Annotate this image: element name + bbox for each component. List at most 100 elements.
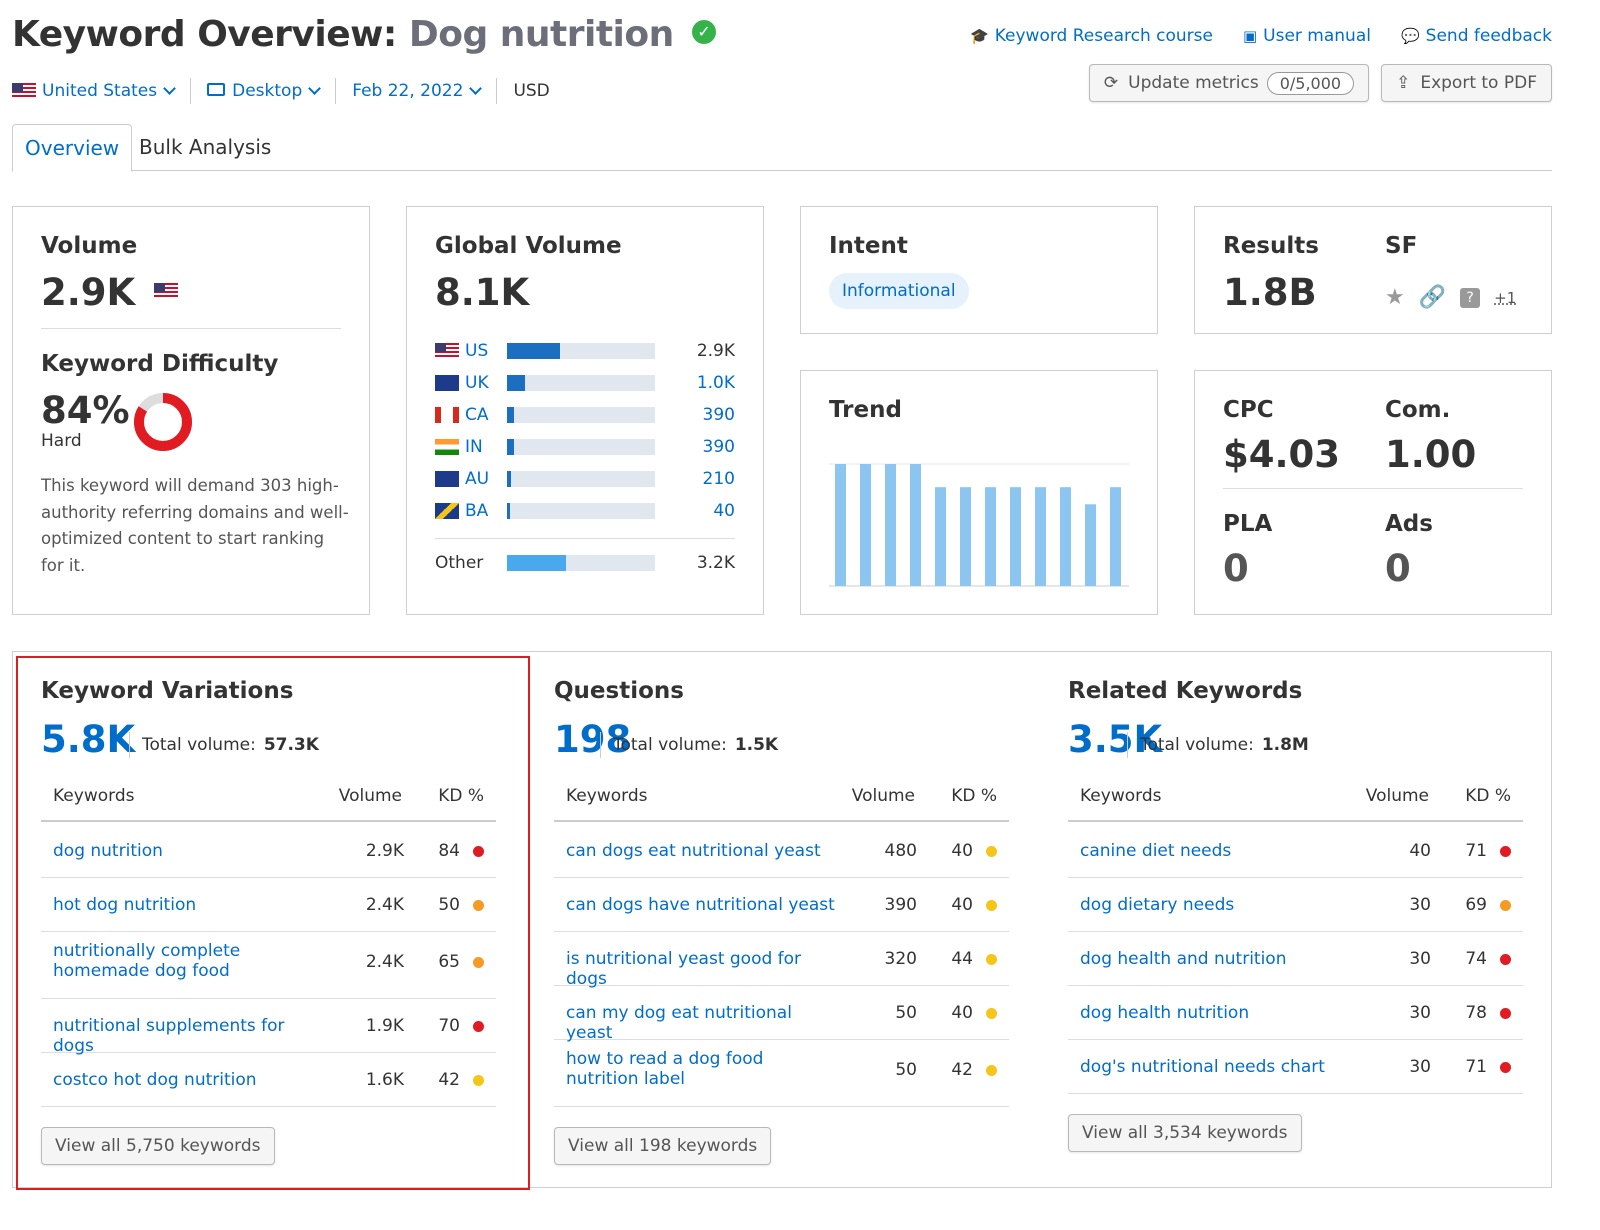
col-kd[interactable]: KD % <box>1465 786 1511 806</box>
country-selector[interactable]: United States <box>12 78 192 104</box>
section-total: Total volume: 57.3K <box>129 732 319 758</box>
country-label: United States <box>42 81 158 101</box>
country-row-au[interactable]: AU 210 <box>435 469 735 489</box>
keyword-link[interactable]: can dogs have nutritional yeast <box>566 895 835 915</box>
update-count-badge: 0/5,000 <box>1266 71 1355 95</box>
col-volume[interactable]: Volume <box>1365 786 1429 806</box>
us-flag-icon <box>435 343 459 359</box>
trend-bar[interactable] <box>935 487 946 586</box>
keyword-link[interactable]: dog's nutritional needs chart <box>1080 1057 1325 1077</box>
keyword-link[interactable]: hot dog nutrition <box>53 895 197 915</box>
trend-bar[interactable] <box>1035 487 1046 586</box>
trend-bar[interactable] <box>1060 487 1071 586</box>
send-feedback-link[interactable]: 💬 Send feedback <box>1401 26 1552 46</box>
section-title: Keyword Variations <box>41 678 294 704</box>
country-row-ba[interactable]: BA 40 <box>435 501 735 521</box>
trend-bar[interactable] <box>1085 504 1096 586</box>
volume-bar-fill <box>507 439 515 455</box>
keyword-link[interactable]: nutritionally complete homemade dog food <box>53 941 241 981</box>
kd-dot <box>473 1075 484 1086</box>
keyword-research-course-link[interactable]: 🎓 Keyword Research course <box>970 26 1213 46</box>
country-row-ca[interactable]: CA 390 <box>435 405 735 425</box>
col-kd[interactable]: KD % <box>438 786 484 806</box>
trend-bar[interactable] <box>885 464 896 586</box>
keyword-link[interactable]: nutritional supplements for dogs <box>53 1016 285 1056</box>
link-icon[interactable]: 🔗 <box>1418 285 1447 310</box>
keyword-kd: 70 <box>438 1016 460 1036</box>
cpc-value: $4.03 <box>1223 433 1341 476</box>
section-count[interactable]: 198 <box>554 718 632 761</box>
results-title: Results <box>1223 233 1319 259</box>
total-value: 1.8M <box>1261 735 1309 755</box>
keyword-volume: 30 <box>1409 1003 1431 1023</box>
country-row-uk[interactable]: UK 1.0K <box>435 373 735 393</box>
country-code-text: IN <box>465 437 483 457</box>
table-row: costco hot dog nutrition 1.6K 42 <box>41 1053 496 1107</box>
view-all-button[interactable]: View all 198 keywords <box>554 1127 772 1165</box>
question-icon[interactable]: ? <box>1460 287 1481 308</box>
keyword-volume: 1.6K <box>365 1070 404 1090</box>
trend-bar[interactable] <box>835 464 846 586</box>
keyword-link[interactable]: is nutritional yeast good for dogs <box>566 949 802 989</box>
keyword-link[interactable]: how to read a dog food nutrition label <box>566 1049 764 1089</box>
speech-bubble-icon: 💬 <box>1400 27 1420 45</box>
section-keyword-variations: Keyword Variations 5.8K Total volume: 57.3K… <box>13 652 496 1192</box>
device-selector[interactable]: Desktop <box>207 78 337 104</box>
keyword-link[interactable]: costco hot dog nutrition <box>53 1070 257 1090</box>
sf-more[interactable]: +1 <box>1494 288 1517 307</box>
total-value: 57.3K <box>263 735 319 755</box>
date-selector[interactable]: Feb 22, 2022 <box>352 78 498 104</box>
keyword-volume: 320 <box>884 949 917 969</box>
total-value: 1.5K <box>734 735 779 755</box>
star-icon[interactable]: ★ <box>1385 285 1405 310</box>
keyword-kd: 71 <box>1465 841 1487 861</box>
country-row-in[interactable]: IN 390 <box>435 437 735 457</box>
kd-donut-arc <box>134 393 192 451</box>
keyword-link[interactable]: canine diet needs <box>1080 841 1232 861</box>
view-all-button[interactable]: View all 5,750 keywords <box>41 1127 275 1165</box>
kd-dot <box>1500 1062 1511 1073</box>
keyword-link[interactable]: dog health nutrition <box>1080 1003 1250 1023</box>
col-volume[interactable]: Volume <box>851 786 915 806</box>
country-code: UK <box>435 373 507 393</box>
volume-bar-fill <box>507 407 515 423</box>
chevron-down-icon <box>469 81 483 95</box>
trend-bar[interactable] <box>960 487 971 586</box>
keyword-link[interactable]: can my dog eat nutritional yeast <box>566 1003 792 1043</box>
country-row-us[interactable]: US 2.9K <box>435 341 735 361</box>
user-manual-link[interactable]: ▣ User manual <box>1243 26 1371 46</box>
results-card: Results 1.8B SF ★ 🔗 ? +1 <box>1194 206 1552 334</box>
country-row-other: Other 3.2K <box>435 553 735 573</box>
uk-flag-icon <box>435 375 459 391</box>
trend-bar[interactable] <box>1110 487 1121 586</box>
volume-bar <box>507 343 655 359</box>
section-count[interactable]: 3.5K <box>1068 718 1163 761</box>
keyword-link[interactable]: dog nutrition <box>53 841 163 861</box>
section-count[interactable]: 5.8K <box>41 718 136 761</box>
tab-overview[interactable]: Overview <box>12 124 133 172</box>
keyword-volume: 2.9K <box>365 841 404 861</box>
keyword-kd: 50 <box>438 895 460 915</box>
export-pdf-button[interactable]: ⇪ Export to PDF <box>1381 64 1552 102</box>
trend-bar[interactable] <box>860 464 871 586</box>
col-kd[interactable]: KD % <box>951 786 997 806</box>
trend-bar[interactable] <box>1010 487 1021 586</box>
update-metrics-button[interactable]: ⟳ Update metrics 0/5,000 <box>1088 64 1370 102</box>
tab-bulk-analysis[interactable]: Bulk Analysis <box>139 135 272 159</box>
keyword-link[interactable]: can dogs eat nutritional yeast <box>566 841 821 861</box>
kd-dot <box>473 846 484 857</box>
keyword-link[interactable]: dog dietary needs <box>1080 895 1235 915</box>
trend-bar[interactable] <box>910 464 921 586</box>
volume-value: 2.9K <box>41 271 184 314</box>
keyword-volume: 30 <box>1409 895 1431 915</box>
keyword-kd: 69 <box>1465 895 1487 915</box>
col-volume[interactable]: Volume <box>338 786 402 806</box>
keyword-link[interactable]: dog health and nutrition <box>1080 949 1287 969</box>
view-all-button[interactable]: View all 3,534 keywords <box>1068 1114 1302 1152</box>
trend-bar[interactable] <box>985 487 996 586</box>
in-flag-icon <box>435 439 459 455</box>
keyword-kd: 40 <box>951 841 973 861</box>
ads-label: Ads <box>1385 511 1433 537</box>
table-row: dog's nutritional needs chart 30 71 <box>1068 1040 1523 1094</box>
divider <box>41 328 341 329</box>
